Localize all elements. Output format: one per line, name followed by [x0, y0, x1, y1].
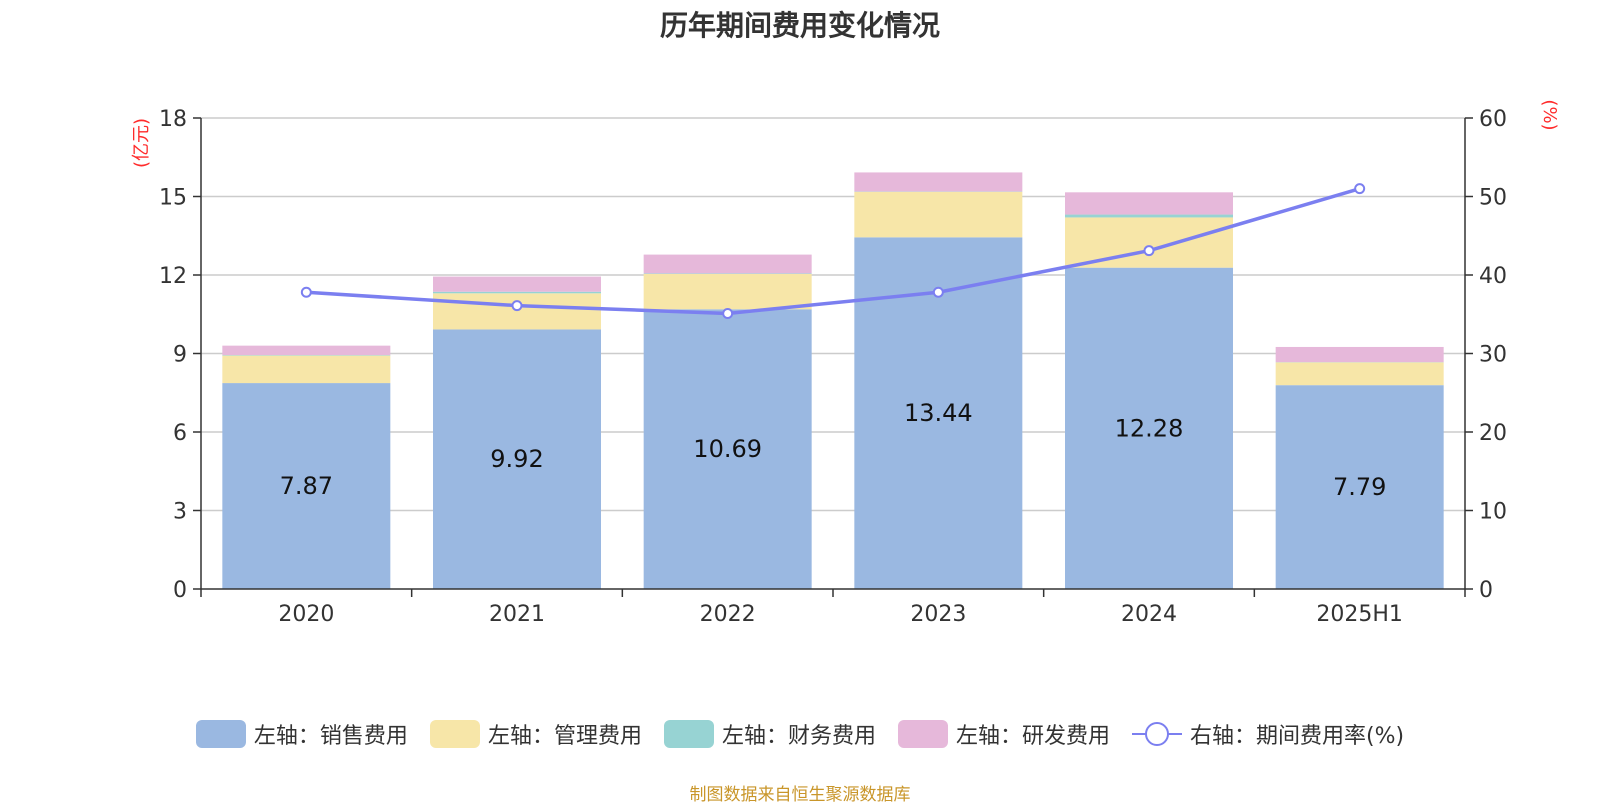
legend-label: 右轴：期间费用率(%)	[1190, 718, 1404, 750]
chart-canvas: 0 3 6 9 12 15 18 0 10 20 30 40 50 60 (亿元) (%) 7.87 9.92 10…	[0, 0, 1600, 700]
bar-segment-admin	[222, 356, 390, 383]
legend-swatch	[898, 720, 948, 748]
left-tick-label: 12	[159, 264, 187, 289]
bar-segment-finance	[644, 273, 812, 274]
bar-segment-rd	[433, 277, 601, 292]
legend-label: 左轴：管理费用	[488, 718, 642, 750]
legend-swatch	[430, 720, 480, 748]
right-tick-label: 10	[1479, 500, 1507, 525]
bar-segment-finance	[1065, 215, 1233, 218]
right-tick-label: 20	[1479, 421, 1507, 446]
right-tick-label: 30	[1479, 343, 1507, 368]
left-tick-label: 18	[159, 107, 187, 132]
bar-segment-admin	[1276, 362, 1444, 385]
legend-item[interactable]: 左轴：管理费用	[430, 718, 642, 750]
expense-ratio-point	[934, 288, 943, 297]
bar-data-label: 7.79	[1333, 473, 1386, 501]
legend-swatch	[196, 720, 246, 748]
bar-data-label: 7.87	[280, 472, 333, 500]
x-tick-label: 2025H1	[1316, 602, 1403, 627]
left-axis-unit: (亿元)	[131, 118, 152, 168]
data-source-note: 制图数据来自恒生聚源数据库	[0, 780, 1600, 805]
legend-label: 左轴：财务费用	[722, 718, 876, 750]
expense-ratio-point	[513, 301, 522, 310]
bar-data-label: 10.69	[693, 435, 762, 463]
left-tick-label: 9	[173, 343, 187, 368]
legend-label: 左轴：销售费用	[254, 718, 408, 750]
bar-segment-finance	[433, 292, 601, 294]
expense-ratio-point	[302, 288, 311, 297]
right-tick-label: 40	[1479, 264, 1507, 289]
bar-segment-rd	[854, 172, 1022, 191]
right-tick-label: 60	[1479, 107, 1507, 132]
left-tick-label: 3	[173, 500, 187, 525]
x-tick-label: 2024	[1121, 602, 1177, 627]
bar-segment-admin	[1065, 217, 1233, 267]
expense-ratio-point	[1145, 246, 1154, 255]
bar-segment-rd	[1065, 192, 1233, 214]
bar-segment-finance	[222, 355, 390, 356]
expense-ratio-point	[1355, 184, 1364, 193]
left-tick-label: 0	[173, 578, 187, 603]
chart-legend: 左轴：销售费用 左轴：管理费用 左轴：财务费用 左轴：研发费用 右轴：期间费用率(%)	[0, 718, 1600, 750]
legend-item[interactable]: 右轴：期间费用率(%)	[1132, 718, 1404, 750]
x-tick-label: 2022	[700, 602, 756, 627]
legend-item[interactable]: 左轴：研发费用	[898, 718, 1110, 750]
x-tick-label: 2023	[910, 602, 966, 627]
bar-segment-admin	[433, 293, 601, 329]
right-tick-label: 0	[1479, 578, 1493, 603]
right-tick-label: 50	[1479, 186, 1507, 211]
legend-line-marker-icon	[1132, 720, 1182, 748]
bar-segment-rd	[644, 255, 812, 274]
bar-segment-admin	[854, 192, 1022, 238]
bar-segment-rd	[222, 346, 390, 355]
legend-swatch	[664, 720, 714, 748]
bar-data-label: 9.92	[490, 445, 543, 473]
bar-segment-rd	[1276, 347, 1444, 362]
bar-data-label: 13.44	[904, 399, 973, 427]
left-tick-label: 6	[173, 421, 187, 446]
bar-segment-admin	[644, 274, 812, 309]
legend-item[interactable]: 左轴：销售费用	[196, 718, 408, 750]
legend-item[interactable]: 左轴：财务费用	[664, 718, 876, 750]
left-tick-label: 15	[159, 186, 187, 211]
bar-data-label: 12.28	[1115, 414, 1184, 442]
x-tick-label: 2021	[489, 602, 545, 627]
x-tick-label: 2020	[278, 602, 334, 627]
right-axis-unit: (%)	[1539, 99, 1560, 130]
expense-ratio-point	[723, 309, 732, 318]
legend-label: 左轴：研发费用	[956, 718, 1110, 750]
